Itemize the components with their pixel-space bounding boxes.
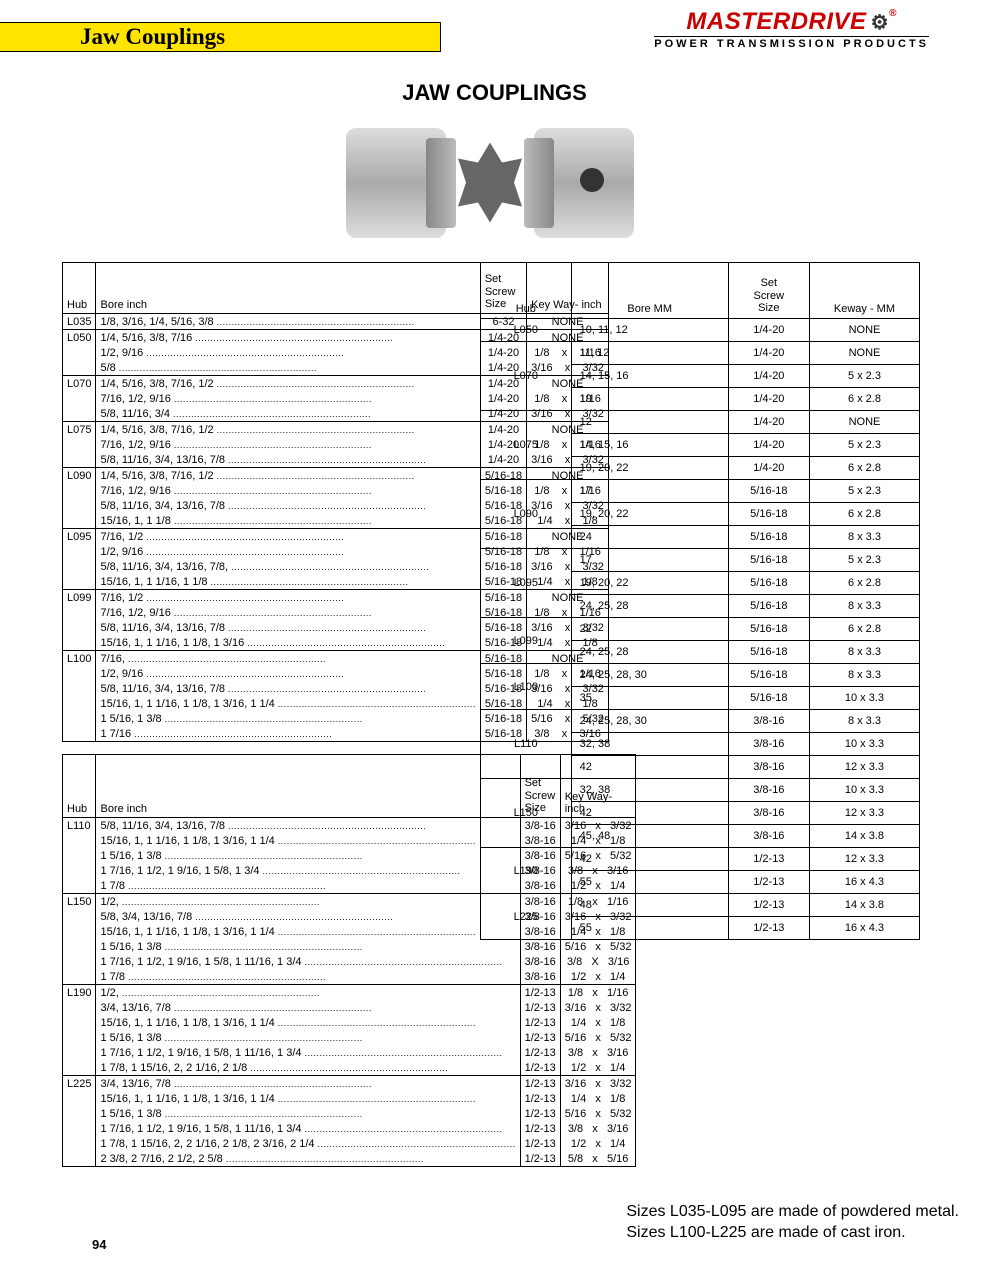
right-column: HubBore MMSetScrewSizeKeway - MML05010, … xyxy=(480,262,920,940)
brand-name: MASTERDRIVE⚙® xyxy=(654,8,929,36)
hub-left-graphic xyxy=(346,128,446,238)
reg-mark: ® xyxy=(889,8,897,19)
tables-container: HubBore inchSetScrewSizeKey Way- inchL03… xyxy=(62,262,932,1167)
gear-icon: ⚙ xyxy=(871,12,889,34)
brand-tagline: POWER TRANSMISSION PRODUCTS xyxy=(654,36,929,50)
brand-text: MASTERDRIVE xyxy=(686,8,866,35)
note-line-2: Sizes L100-L225 are made of cast iron. xyxy=(626,1222,959,1244)
spider-graphic xyxy=(450,143,530,223)
page: Jaw Couplings MASTERDRIVE⚙® POWER TRANSM… xyxy=(0,0,989,1280)
mm-table: HubBore MMSetScrewSizeKeway - MML05010, … xyxy=(480,262,920,940)
section-banner: Jaw Couplings xyxy=(0,22,441,52)
note-line-1: Sizes L035-L095 are made of powdered met… xyxy=(626,1201,959,1223)
product-illustration xyxy=(320,115,660,250)
hub-right-graphic xyxy=(534,128,634,238)
brand-logo: MASTERDRIVE⚙® POWER TRANSMISSION PRODUCT… xyxy=(654,8,929,50)
material-notes: Sizes L035-L095 are made of powdered met… xyxy=(626,1201,959,1244)
left-column: HubBore inchSetScrewSizeKey Way- inchL03… xyxy=(62,262,462,1167)
page-title: JAW COUPLINGS xyxy=(0,80,989,106)
page-number: 94 xyxy=(92,1237,106,1252)
